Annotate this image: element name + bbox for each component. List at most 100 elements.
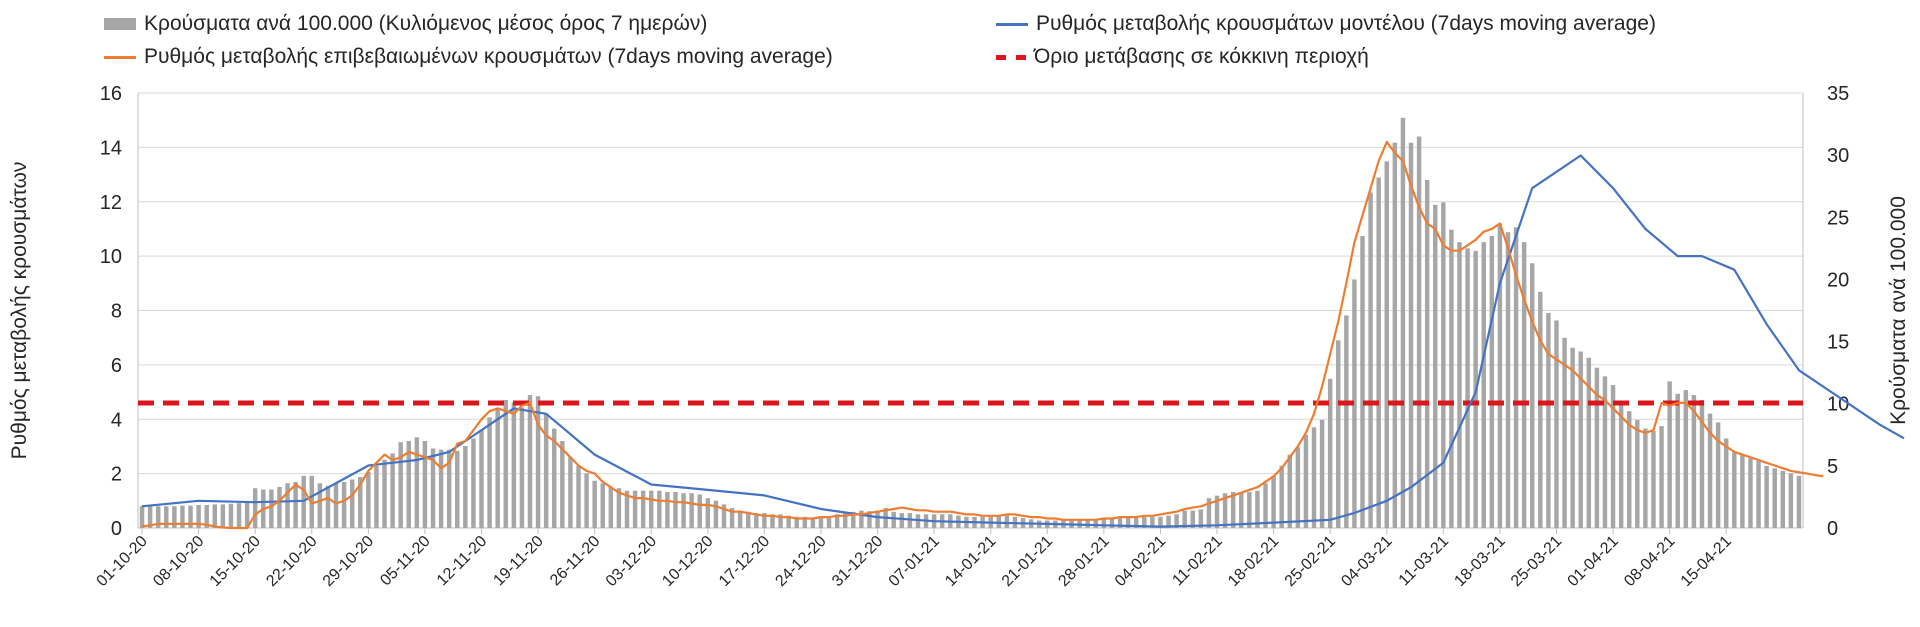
bar xyxy=(1287,454,1292,528)
x-tick-label: 01-04-21 xyxy=(1565,533,1622,590)
y-right-tick-label: 0 xyxy=(1827,518,1838,540)
x-tick-label: 28-01-21 xyxy=(1055,533,1112,590)
bar xyxy=(1586,357,1592,528)
x-tick-label: 10-12-20 xyxy=(659,533,716,590)
bar xyxy=(1618,401,1624,528)
bar xyxy=(430,448,436,528)
x-tick-label: 11-02-21 xyxy=(1169,533,1226,590)
bar xyxy=(1594,367,1600,528)
bar xyxy=(1788,473,1794,528)
bar xyxy=(1424,180,1430,528)
bar xyxy=(746,511,751,528)
bar xyxy=(503,399,508,528)
bar xyxy=(527,395,533,528)
bar xyxy=(1538,291,1543,528)
x-tick-label: 07-01-21 xyxy=(886,533,943,590)
bar xyxy=(269,489,274,528)
bar xyxy=(810,518,816,528)
y-left-tick-label: 4 xyxy=(111,409,122,431)
y-left-tick-label: 12 xyxy=(100,192,122,214)
x-tick-label: 01-10-20 xyxy=(94,533,151,590)
bar xyxy=(212,504,218,528)
bar xyxy=(463,445,468,528)
bar xyxy=(673,491,678,528)
bar xyxy=(1085,519,1090,528)
bar xyxy=(1667,381,1672,528)
bar xyxy=(1004,515,1010,528)
x-tick-label: 24-12-20 xyxy=(772,533,829,590)
y-left-tick-label: 8 xyxy=(111,301,122,323)
y-right-tick-label: 25 xyxy=(1827,207,1849,229)
bar xyxy=(1400,117,1406,528)
x-tick-label: 31-12-20 xyxy=(829,533,886,590)
bar xyxy=(1691,395,1697,528)
bar xyxy=(1319,419,1325,528)
bar xyxy=(164,506,169,528)
bar xyxy=(1748,458,1753,528)
bar xyxy=(851,511,856,528)
legend-swatch-confirmed xyxy=(104,55,136,59)
bar xyxy=(204,505,209,528)
bar xyxy=(317,483,323,528)
x-tick-label: 15-04-21 xyxy=(1678,533,1735,590)
legend-label-bars: Κρούσματα ανά 100.000 (Κυλιόμενος μέσος … xyxy=(144,12,708,35)
x-tick-label: 04-03-21 xyxy=(1338,533,1395,590)
bar xyxy=(277,486,282,528)
bar xyxy=(1206,498,1212,528)
bar xyxy=(1643,428,1648,528)
bar xyxy=(172,506,177,528)
bar xyxy=(1117,518,1123,528)
bar xyxy=(826,518,832,528)
x-tick-label: 29-10-20 xyxy=(320,533,377,590)
bar xyxy=(1732,452,1737,528)
y-right-axis-title: Κρούσματα ανά 100.000 xyxy=(1887,196,1910,425)
bar xyxy=(358,477,363,528)
legend-label-model: Ρυθμός μεταβολής κρουσμάτων μοντέλου (7d… xyxy=(1036,12,1656,35)
bar xyxy=(1142,516,1147,528)
bar xyxy=(600,483,605,528)
y-left-tick-label: 16 xyxy=(100,83,122,105)
bar xyxy=(1376,177,1381,528)
bar xyxy=(770,514,775,528)
bar xyxy=(842,513,848,528)
bar xyxy=(1408,142,1414,528)
x-tick-label: 25-02-21 xyxy=(1282,533,1339,590)
bar xyxy=(1578,351,1583,528)
bar xyxy=(366,472,371,528)
y-left-tick-label: 14 xyxy=(100,137,122,159)
bar xyxy=(552,428,557,528)
bar xyxy=(1303,434,1309,528)
bar xyxy=(1182,510,1187,528)
bar xyxy=(196,505,201,528)
bar xyxy=(1384,161,1389,528)
legend-swatch-threshold xyxy=(996,54,1026,60)
y-left-tick-label: 2 xyxy=(111,464,122,486)
bar xyxy=(1093,519,1099,528)
bar xyxy=(455,450,460,528)
legend-item-threshold: Όριο μετάβασης σε κόκκινη περιοχή xyxy=(996,45,1369,69)
bar xyxy=(519,407,525,528)
bar xyxy=(754,513,759,528)
bar xyxy=(1610,385,1616,528)
bar xyxy=(834,514,840,528)
bar xyxy=(1125,518,1131,528)
bar xyxy=(697,494,702,528)
legend-swatch-model xyxy=(996,22,1028,26)
bar xyxy=(1255,490,1260,528)
bar xyxy=(899,513,905,528)
bar xyxy=(1562,337,1567,528)
bar xyxy=(794,516,799,528)
bar xyxy=(382,459,387,528)
bar xyxy=(1457,242,1462,528)
bar xyxy=(915,514,921,528)
bar xyxy=(180,505,185,528)
bar xyxy=(252,488,258,528)
y-right-tick-label: 15 xyxy=(1827,332,1849,354)
bar xyxy=(1327,378,1333,528)
bar xyxy=(1166,515,1171,528)
bar xyxy=(1441,202,1446,528)
y-right-tick-label: 5 xyxy=(1827,456,1838,478)
bar xyxy=(1360,235,1365,528)
bar xyxy=(891,511,896,528)
